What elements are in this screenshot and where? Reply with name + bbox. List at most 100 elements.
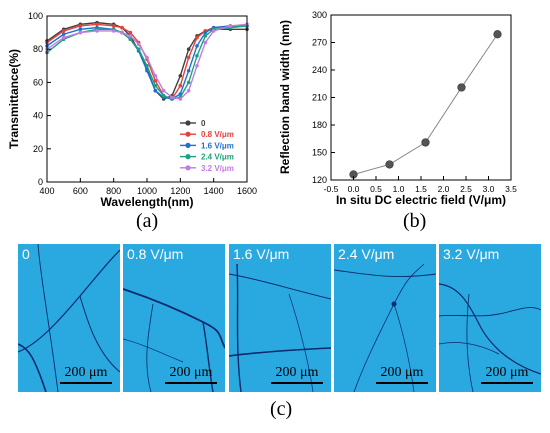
data-point <box>61 29 66 33</box>
data-point <box>61 35 66 40</box>
y-tick-label: 100 <box>28 11 43 21</box>
scale-bar: 200 μm <box>271 365 323 384</box>
x-tick-label: 3.0 <box>483 184 495 194</box>
micrograph-0: 0 200 μm <box>18 244 120 392</box>
y-axis-label: Reflection band width (nm) <box>278 20 292 174</box>
micrograph-0.8: 0.8 V/μm 200 μm <box>123 244 225 392</box>
data-point <box>203 34 208 38</box>
data-point <box>145 55 149 60</box>
y-tick-label: 60 <box>33 77 43 87</box>
scale-bar: 200 μm <box>481 365 533 384</box>
y-tick-label: 80 <box>33 44 43 54</box>
x-tick-label: 1600 <box>237 186 257 196</box>
data-point <box>153 78 158 83</box>
series-line <box>353 33 498 175</box>
data-point <box>211 29 216 33</box>
legend-marker <box>185 120 191 126</box>
data-point <box>95 22 99 27</box>
data-point <box>61 32 66 37</box>
x-tick-label: 1200 <box>170 186 190 196</box>
x-tick-label: 1400 <box>204 186 224 196</box>
x-tick-label: -0.5 <box>324 184 339 194</box>
data-point <box>95 29 99 33</box>
crack-pattern <box>123 288 225 392</box>
y-tick-label: 40 <box>33 111 43 121</box>
data-point <box>136 47 141 51</box>
legend-label: 1.6 V/μm <box>201 141 234 150</box>
bandwidth-chart: -0.5 0.0 0.5 1.0 1.5 2.0 2.5 3.0 3.5 120 150 180 21… <box>278 10 517 207</box>
x-tick-label: 600 <box>73 186 88 196</box>
series-line <box>46 25 248 100</box>
x-tick-label: 2.5 <box>460 184 472 194</box>
data-point <box>195 64 199 68</box>
data-point <box>421 138 430 147</box>
data-point <box>128 37 133 42</box>
y-tick-label: 210 <box>312 93 327 103</box>
legend-label: 0 <box>201 119 206 128</box>
y-tick-label: 300 <box>312 10 327 20</box>
x-tick-label: 2.0 <box>438 184 450 194</box>
scale-bar-label: 200 μm <box>275 365 319 380</box>
x-tick-label: 1.5 <box>415 184 427 194</box>
data-point <box>195 35 199 40</box>
y-tick-label: 180 <box>312 120 327 130</box>
data-point <box>153 83 158 88</box>
legend-marker <box>185 131 191 137</box>
x-tick-label: 1.0 <box>393 184 405 194</box>
data-point <box>186 55 191 60</box>
data-point <box>186 68 191 73</box>
data-point <box>195 44 199 48</box>
x-axis-label: In situ DC electric field (V/μm) <box>336 193 506 207</box>
x-axis-label: Wavelength(nm) <box>101 195 194 209</box>
data-point <box>170 95 174 100</box>
data-point <box>136 42 141 47</box>
y-tick-label: 120 <box>312 175 327 185</box>
crack-pattern <box>18 244 120 392</box>
data-point <box>111 29 116 33</box>
micrograph-1.6: 1.6 V/μm 200 μm <box>229 244 331 392</box>
field-label: 1.6 V/μm <box>233 246 290 262</box>
transmittance-chart: 00.8 V/μm1.6 V/μm2.4 V/μm3.2 V/μm 400 600… <box>7 11 257 209</box>
series-line <box>46 25 247 100</box>
legend-label: 0.8 V/μm <box>201 130 234 139</box>
crack-pattern <box>439 283 541 392</box>
data-point <box>228 24 233 28</box>
data-point <box>203 30 208 35</box>
scale-bar: 200 μm <box>376 365 428 384</box>
field-label: 2.4 V/μm <box>338 246 395 262</box>
panel-c-caption: (c) <box>270 398 293 420</box>
field-label: 3.2 V/μm <box>443 246 500 262</box>
micrograph-3.2: 3.2 V/μm 200 μm <box>439 244 541 392</box>
scale-bar-label: 200 μm <box>485 365 529 380</box>
data-point <box>120 25 124 30</box>
data-point <box>457 83 466 92</box>
field-label: 0.8 V/μm <box>127 246 184 262</box>
data-point <box>203 40 208 45</box>
x-tick-label: 400 <box>39 186 54 196</box>
plot-frame <box>330 14 512 181</box>
data-point <box>385 160 394 169</box>
x-tick-label: 1000 <box>137 186 157 196</box>
y-axis-label: Transmittance(%) <box>7 49 21 149</box>
scale-bar-label: 200 μm <box>169 365 213 380</box>
y-tick-label: 150 <box>312 148 327 158</box>
data-point <box>153 73 158 78</box>
data-point <box>153 88 158 93</box>
panel-b-caption: (b) <box>403 210 427 232</box>
data-point <box>161 88 166 93</box>
field-label: 0 <box>22 246 30 262</box>
y-tick-label: 20 <box>33 144 43 154</box>
series-line <box>46 23 248 100</box>
panel-a-caption: (a) <box>136 210 159 232</box>
data-point <box>145 64 149 68</box>
data-point <box>128 30 133 35</box>
y-tick-label: 240 <box>312 65 327 75</box>
scale-bar: 200 μm <box>60 365 112 384</box>
legend-marker <box>185 154 191 160</box>
legend-label: 2.4 V/μm <box>201 153 234 162</box>
data-point <box>178 97 183 101</box>
data-point <box>178 83 183 88</box>
y-tick-label: 270 <box>312 38 327 48</box>
data-point <box>128 34 133 38</box>
x-tick-label: 0.0 <box>348 184 360 194</box>
